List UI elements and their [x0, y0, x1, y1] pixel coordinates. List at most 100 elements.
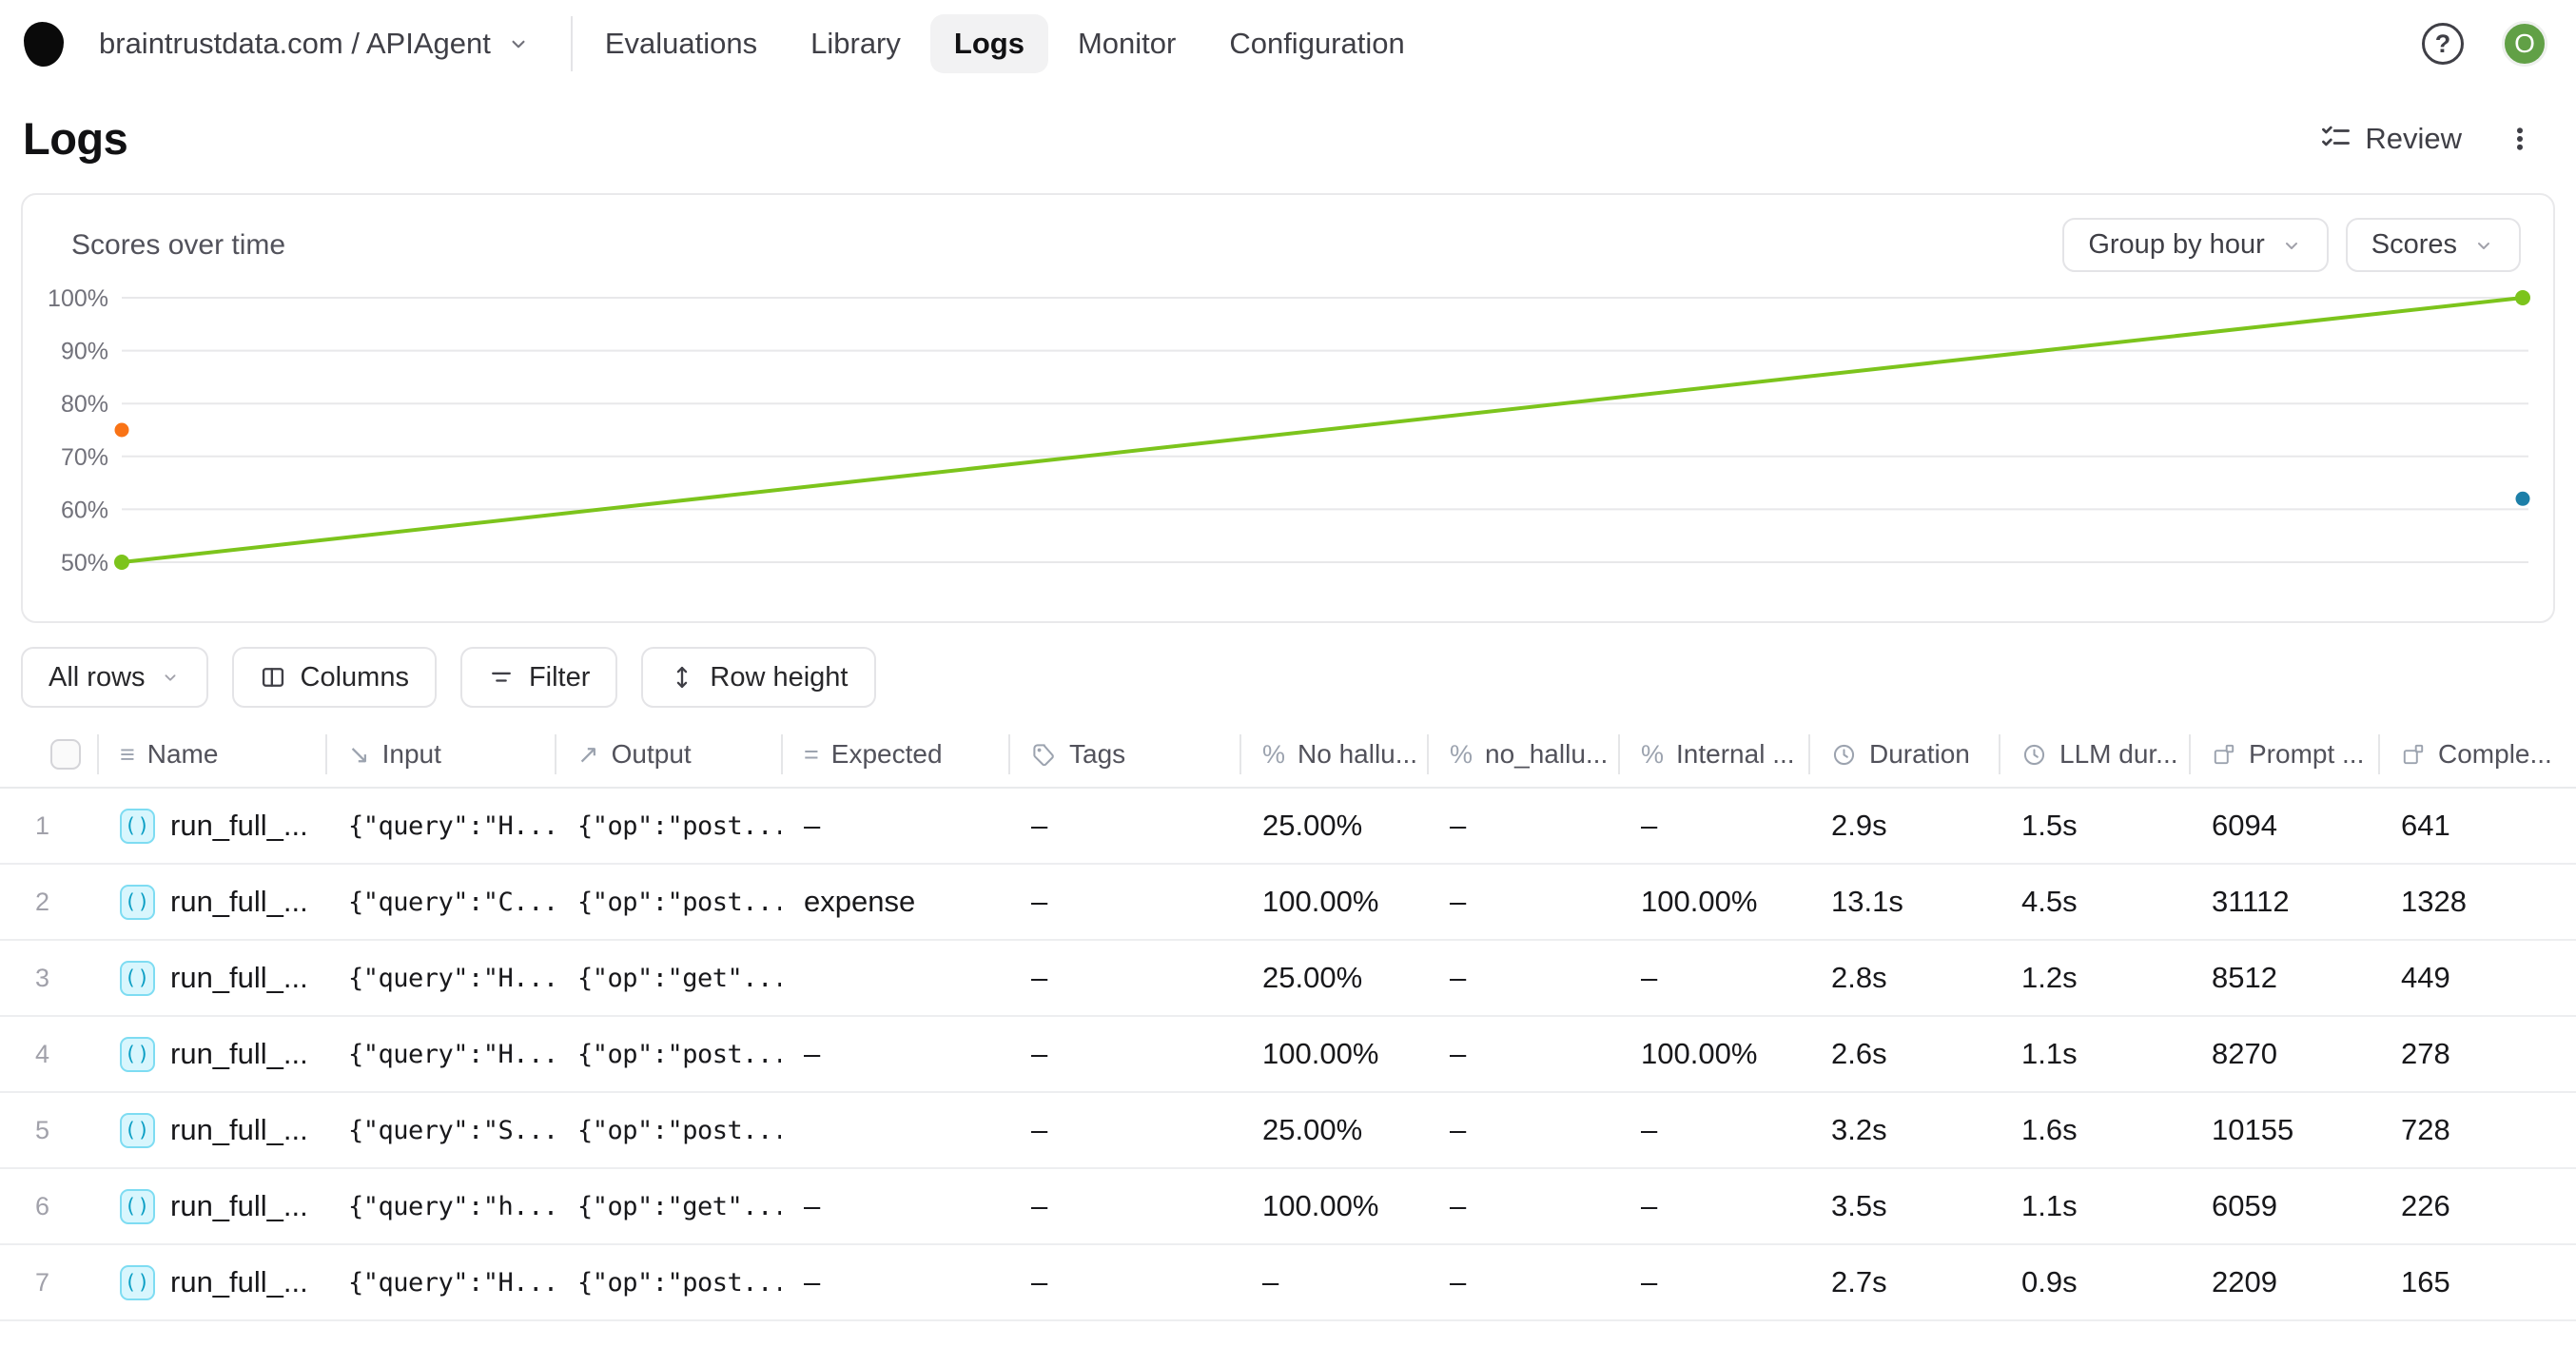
log-row-5[interactable]: 5 () run_full_... {"query":"S... {"op":"post…	[0, 1093, 2576, 1169]
column-header-llm_duration[interactable]: LLM dur...	[1999, 722, 2189, 787]
cell-input: {"query":"h...	[348, 1191, 555, 1221]
cell-duration: 13.1s	[1831, 885, 1903, 918]
filter-button-label: Filter	[528, 661, 591, 693]
columns-button[interactable]: Columns	[231, 647, 437, 708]
cell-no_hallu2: –	[1450, 1037, 1467, 1070]
cell-no_hallu2: –	[1450, 885, 1467, 918]
cell-duration: 2.8s	[1831, 961, 1887, 994]
chart-title: Scores over time	[71, 228, 286, 261]
log-row-7[interactable]: 7 () run_full_... {"query":"H... {"op":"post…	[0, 1245, 2576, 1321]
row-number-cell: 4	[0, 1040, 97, 1069]
equals-icon: =	[804, 739, 819, 769]
cell-duration: 3.5s	[1831, 1189, 1887, 1222]
column-header-duration[interactable]: Duration	[1808, 722, 1999, 787]
cell-llm_duration: 4.5s	[2021, 885, 2078, 918]
cell-prompt_tokens: 6059	[2212, 1189, 2277, 1222]
cell-no_hallu: 100.00%	[1262, 1189, 1379, 1222]
braintrust-logo[interactable]	[24, 21, 64, 67]
filter-button[interactable]: Filter	[459, 647, 618, 708]
column-header-no_hallu[interactable]: % No hallu...	[1239, 722, 1427, 787]
green-score-point	[2515, 290, 2530, 305]
list-icon: ≡	[120, 739, 135, 769]
select-all-checkbox[interactable]	[50, 739, 81, 770]
row-number: 7	[34, 1267, 49, 1297]
column-header-no_hallu2[interactable]: % no_hallu...	[1427, 722, 1618, 787]
table-toolbar: All rows Columns Filter Row height	[21, 646, 2555, 709]
cell-no_hallu: 100.00%	[1262, 885, 1379, 918]
row-height-icon	[669, 664, 695, 691]
column-header-output[interactable]: ↗ Output	[555, 722, 781, 787]
cell-output: {"op":"post...	[577, 1039, 781, 1069]
kebab-menu-icon[interactable]	[2506, 125, 2534, 153]
page-header: Logs Review	[0, 88, 2576, 193]
nav-tab-evaluations[interactable]: Evaluations	[604, 27, 758, 60]
column-header-internal[interactable]: % Internal ...	[1618, 722, 1808, 787]
column-header-tags[interactable]: Tags	[1008, 722, 1239, 787]
row-number: 6	[34, 1191, 49, 1220]
cell-no_hallu: 25.00%	[1262, 1113, 1363, 1146]
cell-no_hallu2: –	[1450, 809, 1467, 842]
function-icon: ()	[120, 960, 155, 996]
log-row-6[interactable]: 6 () run_full_... {"query":"h... {"op":"get"…	[0, 1169, 2576, 1245]
cell-llm_duration: 1.6s	[2021, 1113, 2078, 1146]
nav-tab-logs[interactable]: Logs	[929, 14, 1048, 73]
column-header-expected[interactable]: = Expected	[781, 722, 1008, 787]
scores-select[interactable]: Scores	[2345, 218, 2521, 272]
cell-input: {"query":"H...	[348, 1039, 555, 1069]
table-body: 1 () run_full_... {"query":"H... {"op":"post…	[0, 789, 2576, 1321]
column-separator	[1618, 734, 1620, 774]
log-row-2[interactable]: 2 () run_full_... {"query":"C... {"op":"post…	[0, 865, 2576, 941]
column-header-input[interactable]: ↘ Input	[325, 722, 555, 787]
cell-input: {"query":"H...	[348, 1267, 555, 1298]
column-header-name[interactable]: ≡ Name	[97, 722, 325, 787]
cell-internal: –	[1641, 961, 1658, 994]
group-by-label: Group by hour	[2088, 229, 2265, 260]
column-header-completion_tokens[interactable]: Comple...	[2378, 722, 2576, 787]
cell-duration: 2.6s	[1831, 1037, 1887, 1070]
column-separator	[325, 734, 327, 774]
row-number-cell: 6	[0, 1192, 97, 1221]
scores-line-chart: 100% 90% 80% 70% 60% 50%	[48, 285, 2530, 576]
y-axis-tick-label: 70%	[61, 444, 108, 471]
cell-duration: 3.2s	[1831, 1113, 1887, 1146]
column-header-label: no_hallu...	[1485, 739, 1609, 769]
blue-score-point	[2515, 491, 2530, 506]
nav-tab-monitor[interactable]: Monitor	[1077, 27, 1177, 60]
function-icon: ()	[120, 1036, 155, 1072]
cell-expected	[781, 1093, 1008, 1167]
project-switcher[interactable]: braintrustdata.com / APIAgent	[99, 27, 531, 61]
span-name: run_full_...	[170, 1113, 308, 1146]
log-row-1[interactable]: 1 () run_full_... {"query":"H... {"op":"post…	[0, 789, 2576, 865]
span-name: run_full_...	[170, 885, 308, 918]
column-header-label: No hallu...	[1298, 739, 1418, 769]
scores-over-time-card: Scores over time Group by hour Scores 10…	[21, 193, 2555, 623]
chevron-down-icon	[2280, 234, 2303, 257]
cell-output: {"op":"post...	[577, 887, 781, 917]
cell-duration: 2.9s	[1831, 809, 1887, 842]
column-header-label: Name	[146, 739, 219, 769]
cell-no_hallu: 100.00%	[1262, 1037, 1379, 1070]
group-by-select[interactable]: Group by hour	[2062, 218, 2329, 272]
cell-name: () run_full_...	[97, 941, 325, 1015]
tag-icon	[1031, 742, 1057, 768]
column-separator	[1808, 734, 1810, 774]
avatar[interactable]: O	[2502, 21, 2547, 67]
help-icon[interactable]: ?	[2422, 23, 2464, 65]
nav-tab-configuration[interactable]: Configuration	[1229, 27, 1405, 60]
row-height-button-label: Row height	[710, 661, 849, 693]
cell-tags: –	[1031, 961, 1048, 994]
review-button[interactable]: Review	[2320, 122, 2462, 156]
arrow-down-right-icon: ↘	[348, 739, 370, 769]
row-height-button[interactable]: Row height	[641, 647, 876, 708]
cell-expected: –	[804, 1189, 821, 1222]
select-all-cell	[0, 739, 97, 770]
log-row-4[interactable]: 4 () run_full_... {"query":"H... {"op":"post…	[0, 1017, 2576, 1093]
nav-tab-library[interactable]: Library	[810, 27, 901, 60]
row-number-cell: 2	[0, 888, 97, 917]
cell-output: {"op":"post...	[577, 1267, 781, 1298]
log-row-3[interactable]: 3 () run_full_... {"query":"H... {"op":"get"…	[0, 941, 2576, 1017]
rows-filter-button[interactable]: All rows	[21, 647, 208, 708]
column-separator	[1999, 734, 2000, 774]
span-name: run_full_...	[170, 1037, 308, 1070]
column-header-prompt_tokens[interactable]: Prompt ...	[2189, 722, 2378, 787]
